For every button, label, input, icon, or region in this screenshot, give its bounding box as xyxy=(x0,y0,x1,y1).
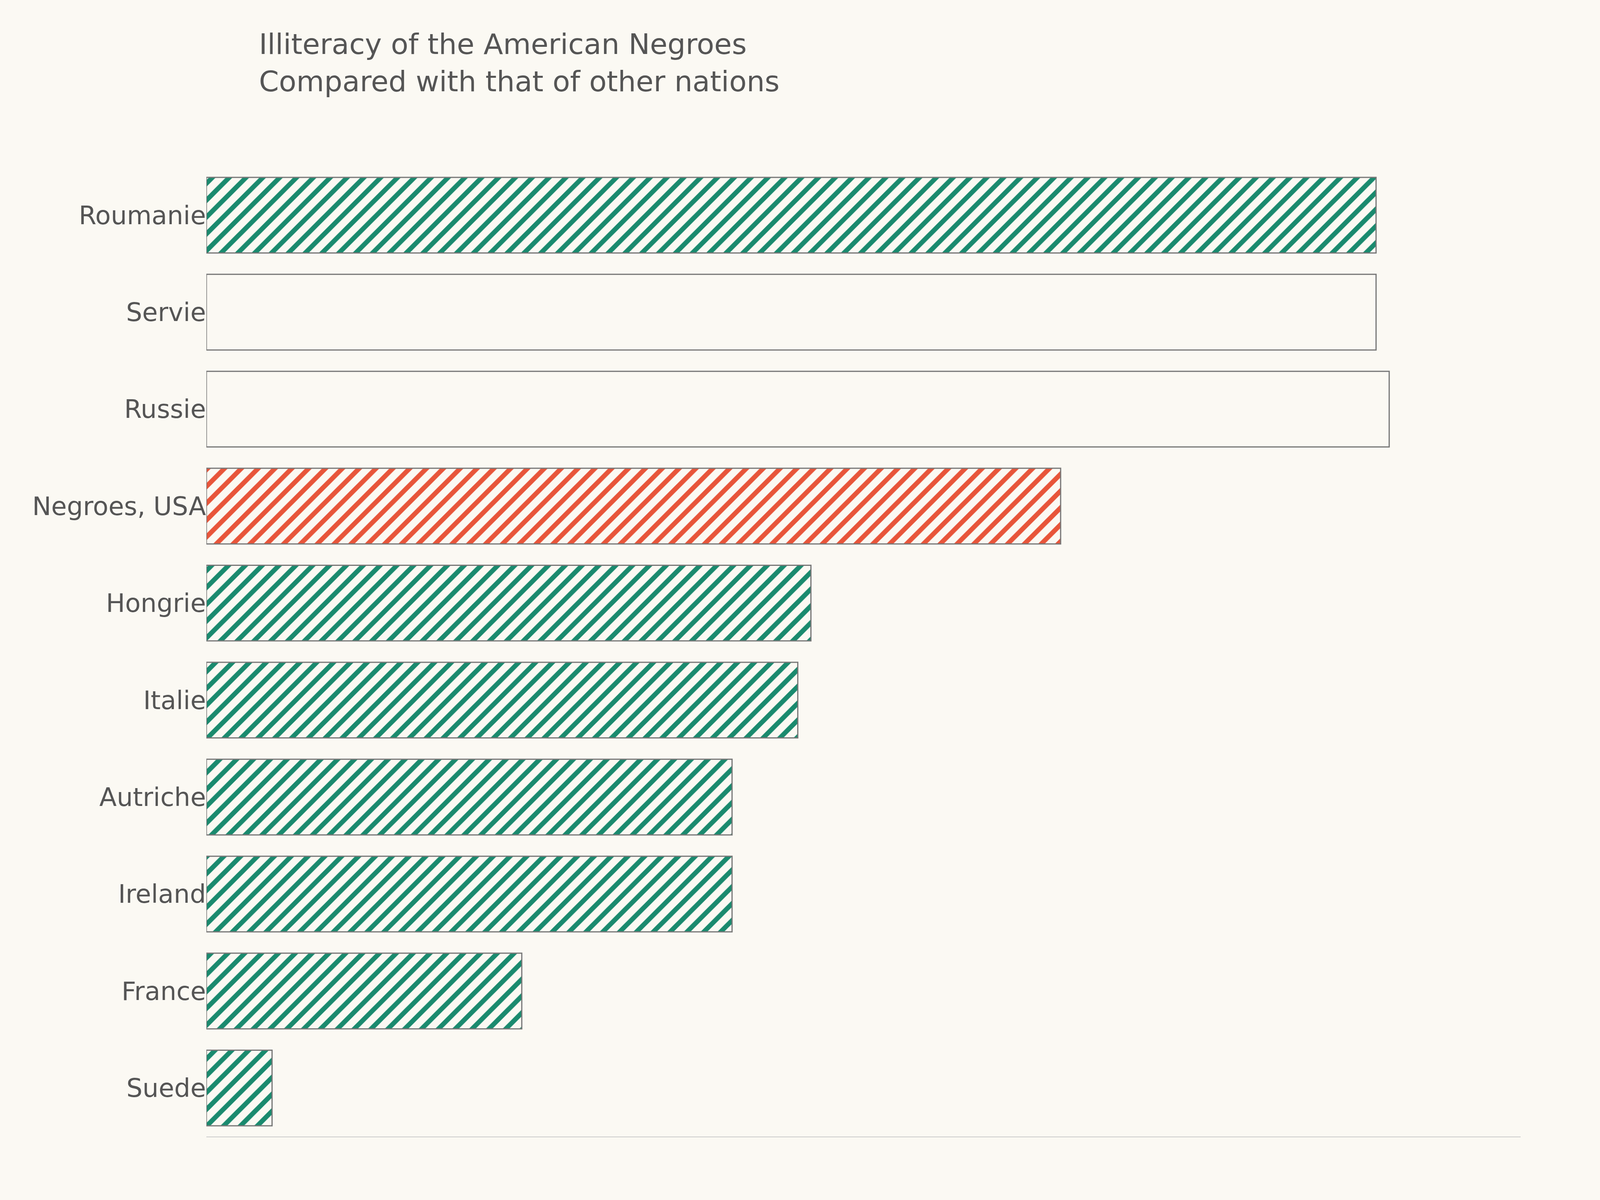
svg-text:Servie: Servie xyxy=(126,297,206,327)
svg-text:Suede: Suede xyxy=(126,1073,206,1103)
svg-text:Russie: Russie xyxy=(124,394,206,424)
svg-text:Italie: Italie xyxy=(143,685,206,716)
svg-text:Negroes, USA: Negroes, USA xyxy=(32,491,206,522)
svg-text:Roumanie: Roumanie xyxy=(78,200,206,231)
svg-text:Autriche: Autriche xyxy=(99,782,206,812)
svg-text:Ireland: Ireland xyxy=(118,879,206,909)
svg-text:Hongrie: Hongrie xyxy=(105,588,206,618)
svg-text:France: France xyxy=(121,976,206,1006)
svg-text:Illiteracy of the American Neg: Illiteracy of the American NegroesCompar… xyxy=(258,27,780,99)
